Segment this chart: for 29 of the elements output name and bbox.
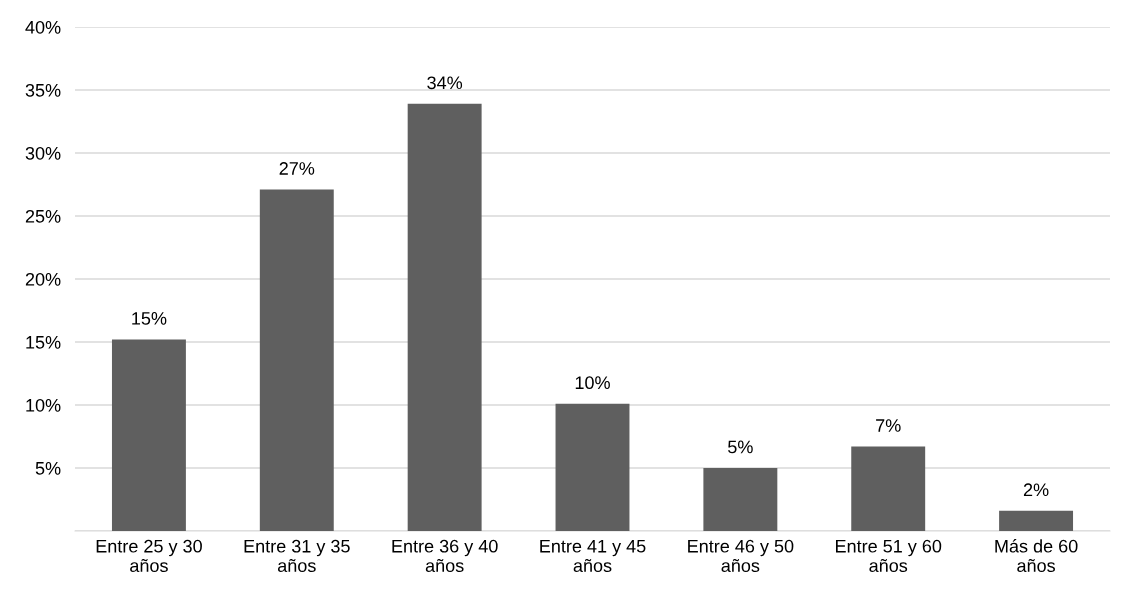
data-label: 34% <box>427 76 463 90</box>
bar <box>999 510 1074 531</box>
x-tick-label: Entre 36 y 40 años <box>392 539 498 573</box>
bar <box>259 189 334 531</box>
y-tick-label: 25% <box>25 209 61 223</box>
y-tick-label: 5% <box>35 462 61 475</box>
x-tick-label: Entre 46 y 50 años <box>688 539 794 573</box>
bar <box>851 446 926 531</box>
y-tick-label: 15% <box>26 336 61 349</box>
data-label: 10% <box>575 376 610 390</box>
y-tick-label: 40% <box>25 20 61 34</box>
data-label: 15% <box>132 312 167 325</box>
y-tick-label: 35% <box>25 83 61 97</box>
data-label: 7% <box>876 419 901 432</box>
bar <box>111 339 186 531</box>
y-tick-label: 20% <box>25 272 61 286</box>
data-label: 5% <box>728 440 753 454</box>
data-label: 27% <box>279 162 315 175</box>
x-tick-label: Más de 60 años <box>995 539 1078 573</box>
x-tick-label: Entre 25 y 30 años <box>96 539 202 573</box>
bar <box>555 403 630 531</box>
bar <box>703 468 778 531</box>
x-tick-label: Entre 41 y 45 años <box>540 540 646 573</box>
data-label: 2% <box>1023 483 1049 497</box>
x-tick-label: Entre 51 y 60 años <box>836 539 942 573</box>
x-tick-label: Entre 31 y 35 años <box>244 539 350 573</box>
y-tick-label: 30% <box>25 146 61 160</box>
bar <box>407 103 482 531</box>
y-tick-label: 10% <box>26 398 61 412</box>
